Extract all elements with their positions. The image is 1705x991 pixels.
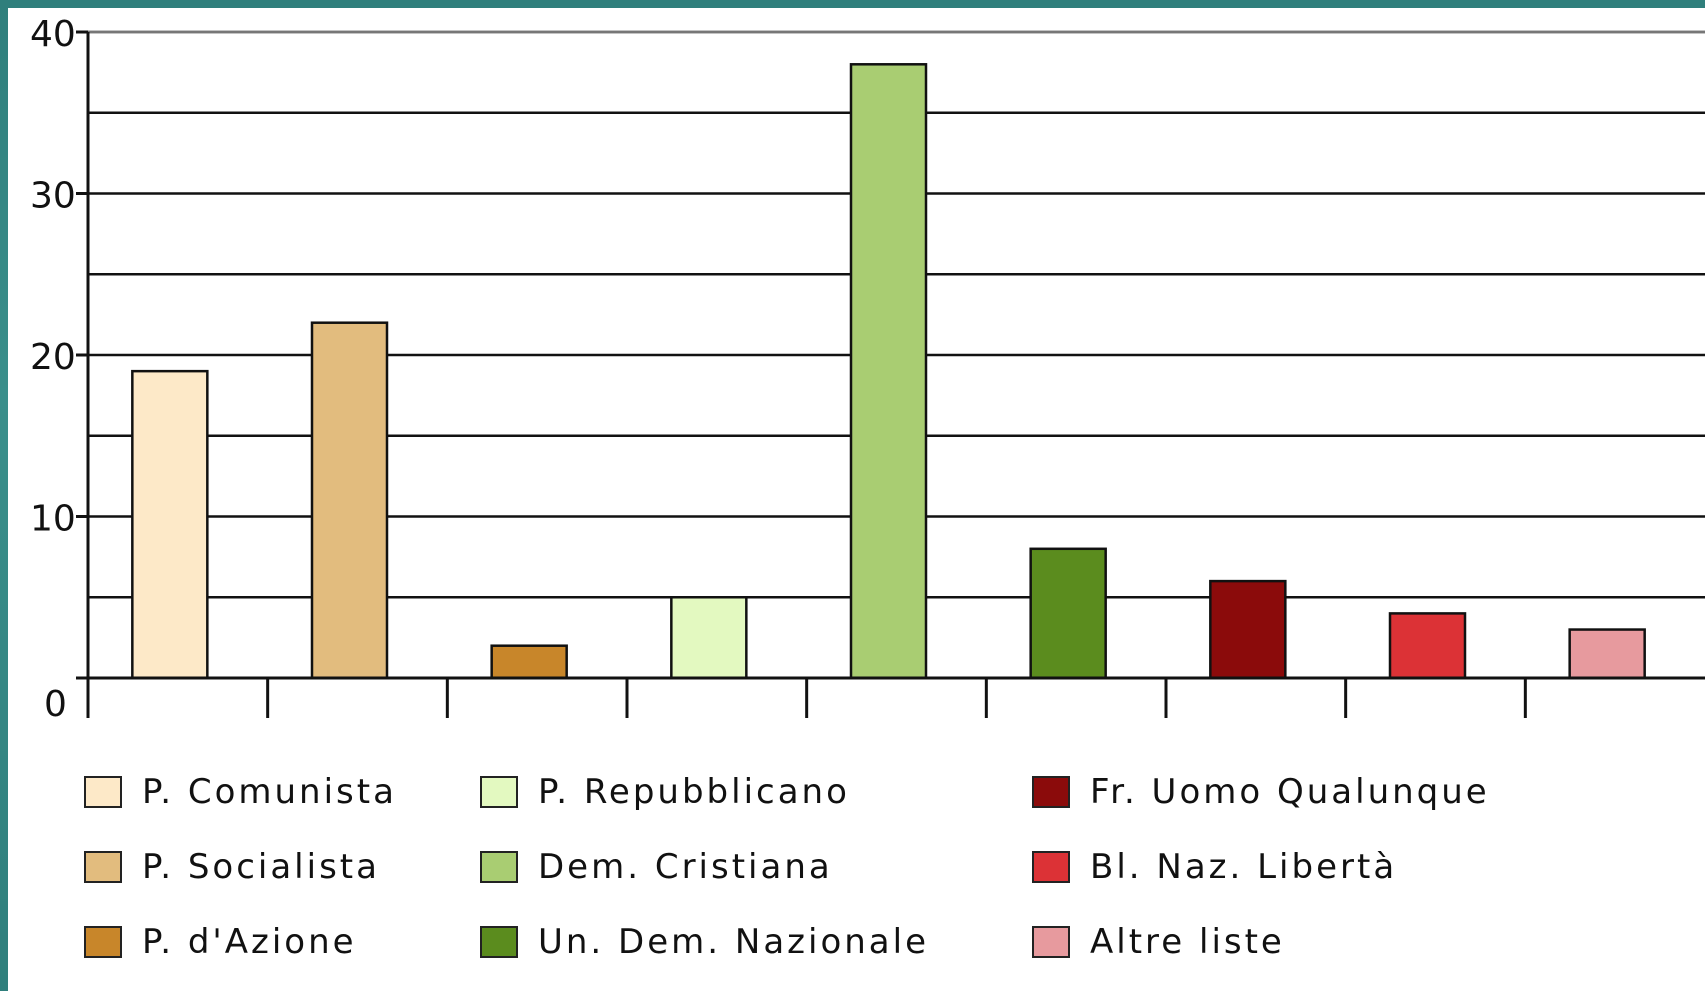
bar-5 xyxy=(849,63,928,680)
bar-8 xyxy=(1388,612,1467,680)
axes xyxy=(76,30,1705,718)
bar-4 xyxy=(670,596,748,680)
y-tick-label: 40 xyxy=(30,14,76,55)
y-tick-label: 10 xyxy=(30,499,76,540)
bars xyxy=(131,63,1646,680)
y-tick-label: 30 xyxy=(30,176,76,217)
bar-9 xyxy=(1568,628,1646,680)
y-tick-label: 20 xyxy=(30,337,76,378)
bar-chart: 0 10 20 30 40 xyxy=(30,14,1705,725)
y-tick-labels: 0 10 20 30 40 xyxy=(30,14,76,725)
bar-7 xyxy=(1209,579,1287,680)
bar-1 xyxy=(131,369,209,680)
chart-panel: 0 10 20 30 40 P. Comunista P. Socialista P. d'… xyxy=(8,8,1705,991)
bar-3 xyxy=(490,644,568,680)
bar-2 xyxy=(310,321,389,680)
bar-6 xyxy=(1029,547,1107,680)
y-tick-label: 0 xyxy=(44,684,67,725)
